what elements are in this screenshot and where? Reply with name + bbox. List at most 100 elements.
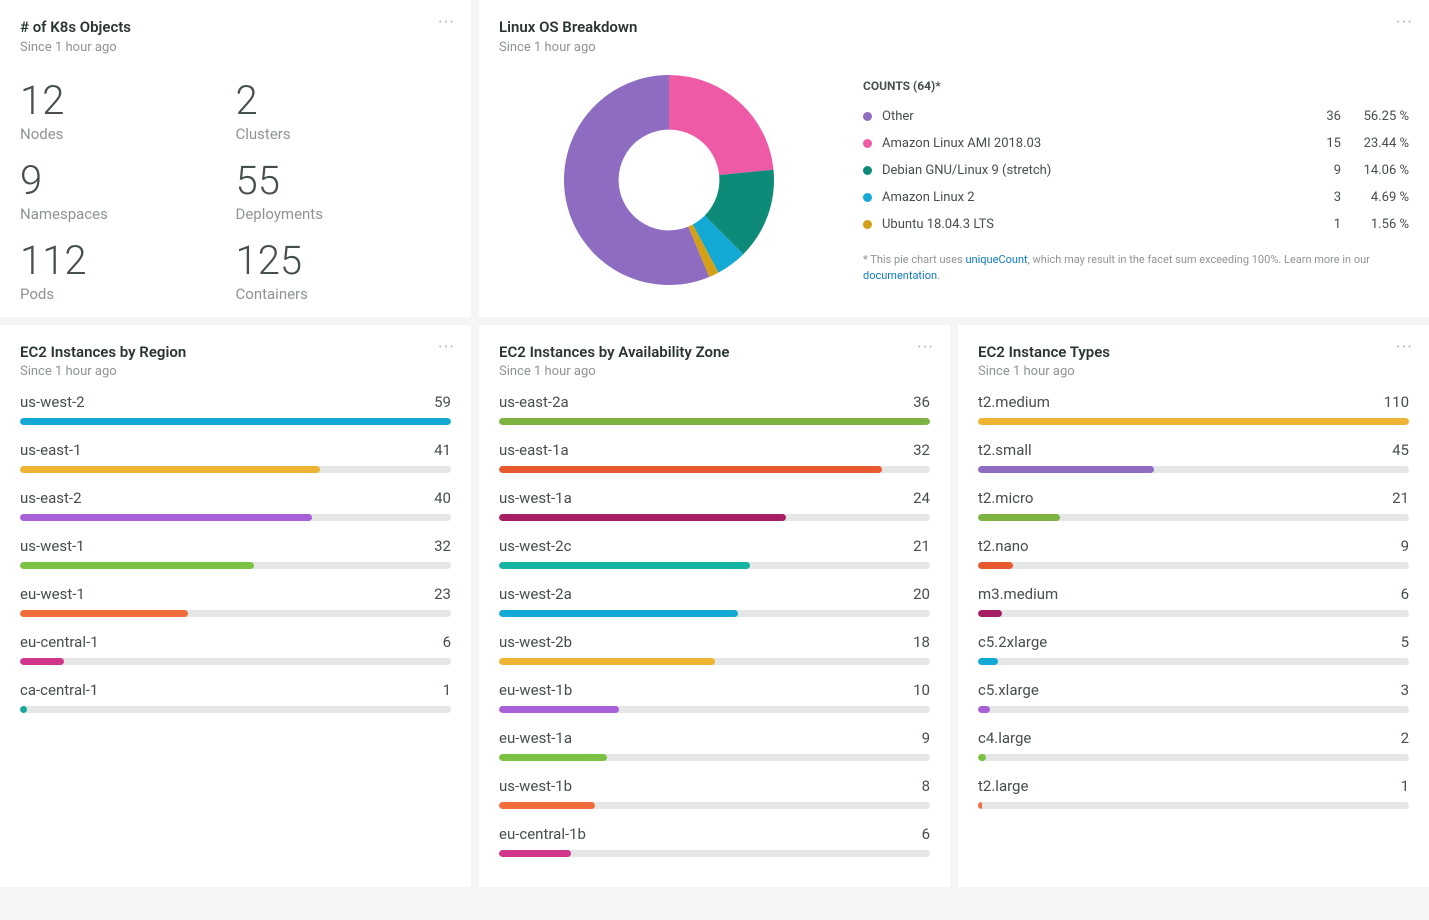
- link-documentation[interactable]: documentation: [863, 269, 937, 282]
- bar-row-eu-west-1[interactable]: eu-west-123: [20, 585, 451, 617]
- legend-title: COUNTS (64)*: [863, 79, 1409, 93]
- legend-row-debian-gnu-linux-9-stretch[interactable]: Debian GNU/Linux 9 (stretch)914.06 %: [863, 157, 1409, 184]
- bar-label: eu-west-1b: [499, 681, 572, 699]
- legend-count: 1: [1301, 217, 1341, 232]
- bar-fill: [499, 754, 607, 761]
- bar-track: [20, 466, 451, 473]
- panel-subtitle: Since 1 hour ago: [20, 40, 451, 55]
- bar-fill: [499, 850, 571, 857]
- bar-label: m3.medium: [978, 585, 1058, 603]
- bar-row-us-west-1b[interactable]: us-west-1b8: [499, 777, 930, 809]
- panel-subtitle: Since 1 hour ago: [499, 364, 930, 379]
- bar-row-t2-nano[interactable]: t2.nano9: [978, 537, 1409, 569]
- bar-track: [978, 562, 1409, 569]
- bar-value: 5: [1401, 633, 1409, 651]
- bar-value: 21: [913, 537, 930, 555]
- bar-fill: [978, 514, 1060, 521]
- ellipsis-icon[interactable]: ···: [1396, 14, 1413, 32]
- bar-row-us-west-2b[interactable]: us-west-2b18: [499, 633, 930, 665]
- bar-track: [499, 658, 930, 665]
- ellipsis-icon[interactable]: ···: [1396, 339, 1413, 357]
- panel-title: Linux OS Breakdown: [499, 18, 1409, 38]
- bar-fill: [499, 706, 619, 713]
- bar-value: 40: [434, 489, 451, 507]
- legend-count: 15: [1301, 136, 1341, 151]
- donut-slice-amazon-linux-ami-2018-03[interactable]: [669, 75, 773, 175]
- bar-track: [978, 514, 1409, 521]
- stat-value: 125: [236, 241, 452, 281]
- bar-row-t2-medium[interactable]: t2.medium110: [978, 393, 1409, 425]
- bar-row-us-west-1a[interactable]: us-west-1a24: [499, 489, 930, 521]
- donut-chart: [499, 69, 839, 285]
- bar-value: 36: [913, 393, 930, 411]
- panel-ec2-region: ··· EC2 Instances by Region Since 1 hour…: [0, 325, 471, 888]
- legend-dot-icon: [863, 139, 872, 148]
- legend-count: 9: [1301, 163, 1341, 178]
- bar-track: [978, 418, 1409, 425]
- bar-track: [978, 802, 1409, 809]
- bar-row-c4-large[interactable]: c4.large2: [978, 729, 1409, 761]
- bar-row-eu-central-1b[interactable]: eu-central-1b6: [499, 825, 930, 857]
- bar-label: c5.2xlarge: [978, 633, 1047, 651]
- bar-fill: [20, 466, 320, 473]
- bar-fill: [499, 466, 882, 473]
- bar-row-us-east-1[interactable]: us-east-141: [20, 441, 451, 473]
- legend-dot-icon: [863, 112, 872, 121]
- bar-row-us-east-2a[interactable]: us-east-2a36: [499, 393, 930, 425]
- legend-label: Ubuntu 18.04.3 LTS: [882, 217, 1301, 232]
- bar-row-c5-xlarge[interactable]: c5.xlarge3: [978, 681, 1409, 713]
- bar-track: [20, 514, 451, 521]
- bar-track: [20, 562, 451, 569]
- bar-label: us-west-2: [20, 393, 85, 411]
- bar-label: eu-west-1a: [499, 729, 572, 747]
- legend-row-ubuntu-18-04-3-lts[interactable]: Ubuntu 18.04.3 LTS11.56 %: [863, 211, 1409, 238]
- legend-count: 3: [1301, 190, 1341, 205]
- legend-row-amazon-linux-2[interactable]: Amazon Linux 234.69 %: [863, 184, 1409, 211]
- legend-count: 36: [1301, 109, 1341, 124]
- bar-row-eu-west-1a[interactable]: eu-west-1a9: [499, 729, 930, 761]
- bar-row-us-east-2[interactable]: us-east-240: [20, 489, 451, 521]
- stat-value: 112: [20, 241, 236, 281]
- bar-row-us-west-2c[interactable]: us-west-2c21: [499, 537, 930, 569]
- legend-label: Amazon Linux AMI 2018.03: [882, 136, 1301, 151]
- bar-fill: [499, 514, 786, 521]
- legend-row-amazon-linux-ami-2018-03[interactable]: Amazon Linux AMI 2018.031523.44 %: [863, 130, 1409, 157]
- bar-value: 10: [913, 681, 930, 699]
- bar-row-us-west-2[interactable]: us-west-259: [20, 393, 451, 425]
- bar-fill: [499, 610, 738, 617]
- bar-row-m3-medium[interactable]: m3.medium6: [978, 585, 1409, 617]
- ellipsis-icon[interactable]: ···: [438, 339, 455, 357]
- legend-dot-icon: [863, 166, 872, 175]
- stat-namespaces: 9Namespaces: [20, 161, 236, 223]
- bar-row-us-east-1a[interactable]: us-east-1a32: [499, 441, 930, 473]
- bar-row-t2-small[interactable]: t2.small45: [978, 441, 1409, 473]
- bar-row-t2-micro[interactable]: t2.micro21: [978, 489, 1409, 521]
- bar-label: t2.large: [978, 777, 1028, 795]
- bar-fill: [978, 562, 1013, 569]
- link-uniquecount[interactable]: uniqueCount: [965, 253, 1027, 266]
- bar-row-eu-central-1[interactable]: eu-central-16: [20, 633, 451, 665]
- legend-row-other[interactable]: Other3656.25 %: [863, 103, 1409, 130]
- bar-row-eu-west-1b[interactable]: eu-west-1b 10: [499, 681, 930, 713]
- bar-row-ca-central-1[interactable]: ca-central-11: [20, 681, 451, 713]
- bar-value: 21: [1392, 489, 1409, 507]
- ellipsis-icon[interactable]: ···: [917, 339, 934, 357]
- bar-row-c5-2xlarge[interactable]: c5.2xlarge 5: [978, 633, 1409, 665]
- bar-fill: [978, 706, 990, 713]
- stat-value: 9: [20, 161, 236, 201]
- stat-label: Clusters: [236, 125, 452, 143]
- bar-track: [499, 514, 930, 521]
- bar-value: 24: [913, 489, 930, 507]
- panel-title: EC2 Instances by Availability Zone: [499, 343, 930, 363]
- chart-footnote: * This pie chart uses uniqueCount, which…: [863, 252, 1409, 285]
- stat-label: Containers: [236, 285, 452, 303]
- legend-label: Other: [882, 109, 1301, 124]
- bar-label: eu-west-1: [20, 585, 85, 603]
- bar-label: t2.nano: [978, 537, 1029, 555]
- bar-row-t2-large[interactable]: t2.large1: [978, 777, 1409, 809]
- bar-label: c5.xlarge: [978, 681, 1039, 699]
- bar-row-us-west-1[interactable]: us-west-132: [20, 537, 451, 569]
- ellipsis-icon[interactable]: ···: [438, 14, 455, 32]
- bar-label: us-west-2a: [499, 585, 572, 603]
- bar-row-us-west-2a[interactable]: us-west-2a20: [499, 585, 930, 617]
